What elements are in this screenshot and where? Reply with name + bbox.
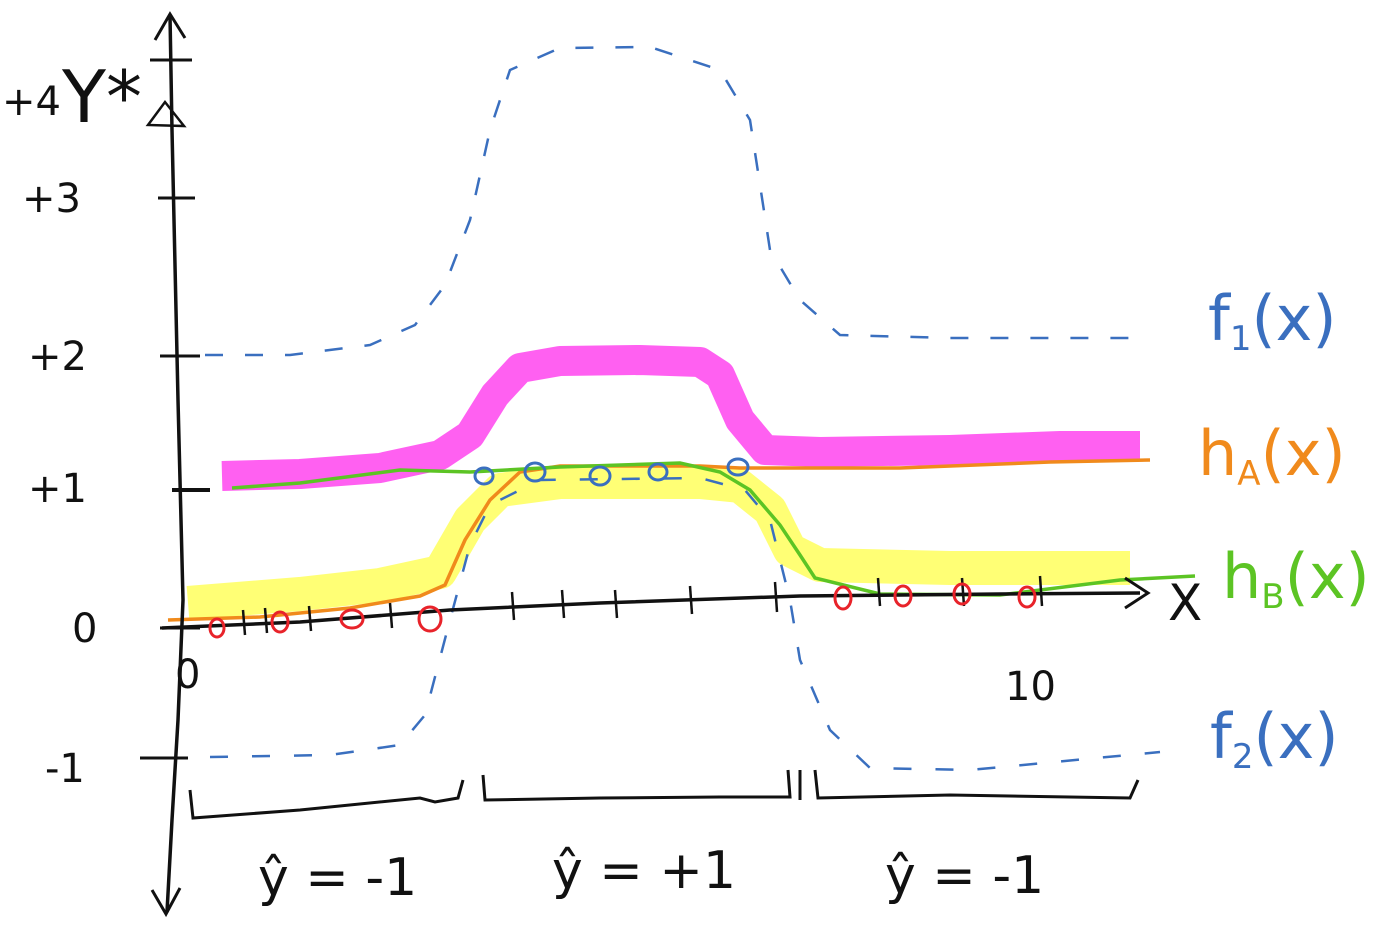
hA-label: hA(x) (1198, 417, 1346, 494)
y-label-0: 0 (72, 606, 97, 652)
x-axis-label: X (1168, 574, 1202, 632)
bracket-left (188, 779, 465, 820)
y-label-2: +2 (28, 334, 87, 380)
red-point (1017, 585, 1037, 609)
red-point (893, 584, 913, 608)
hB-label: hB(x) (1222, 540, 1370, 617)
red-points (208, 582, 1037, 639)
red-point (208, 617, 226, 639)
x-tick-label-10: 10 (1005, 664, 1056, 710)
y-axis-arrow-bottom (150, 887, 182, 918)
y-label-minus1: -1 (45, 746, 85, 792)
blue-point (588, 465, 612, 487)
f2-curve (209, 476, 1161, 772)
blue-point (523, 461, 547, 483)
yellow-highlight-band (186, 465, 1130, 620)
x-axis-line (161, 591, 1141, 630)
region-label-right: ŷ = -1 (885, 846, 1044, 906)
red-point (270, 610, 290, 634)
magenta-highlight-band (221, 345, 1140, 491)
y-axis-marker (145, 99, 187, 128)
region-label-middle: ŷ = +1 (552, 841, 736, 901)
blue-point (726, 457, 750, 477)
x-tick-label-0: 0 (175, 652, 200, 698)
bracket-middle (481, 769, 792, 802)
y-axis-label: Y* (61, 55, 142, 139)
x-axis-arrow (1124, 576, 1151, 610)
blue-points (473, 457, 750, 487)
bracket-right (813, 769, 1140, 800)
f2-label: f2(x) (1210, 700, 1339, 777)
f1-curve (205, 45, 1145, 357)
y-label-1: +1 (28, 466, 87, 512)
red-point (417, 605, 443, 633)
y-axis-line (165, 14, 185, 913)
red-point (952, 582, 972, 606)
red-point (833, 585, 853, 611)
blue-point (473, 466, 495, 486)
y-label-4: +4 (2, 79, 61, 125)
blue-point (647, 462, 669, 482)
x-tick-marks (241, 575, 1044, 636)
f1-label: f1(x) (1208, 282, 1337, 359)
y-axis-arrow-top (153, 11, 187, 41)
y-label-3: +3 (22, 176, 81, 222)
red-point (339, 608, 365, 630)
hA-curve (167, 458, 1151, 622)
region-label-left: ŷ = -1 (258, 848, 417, 908)
